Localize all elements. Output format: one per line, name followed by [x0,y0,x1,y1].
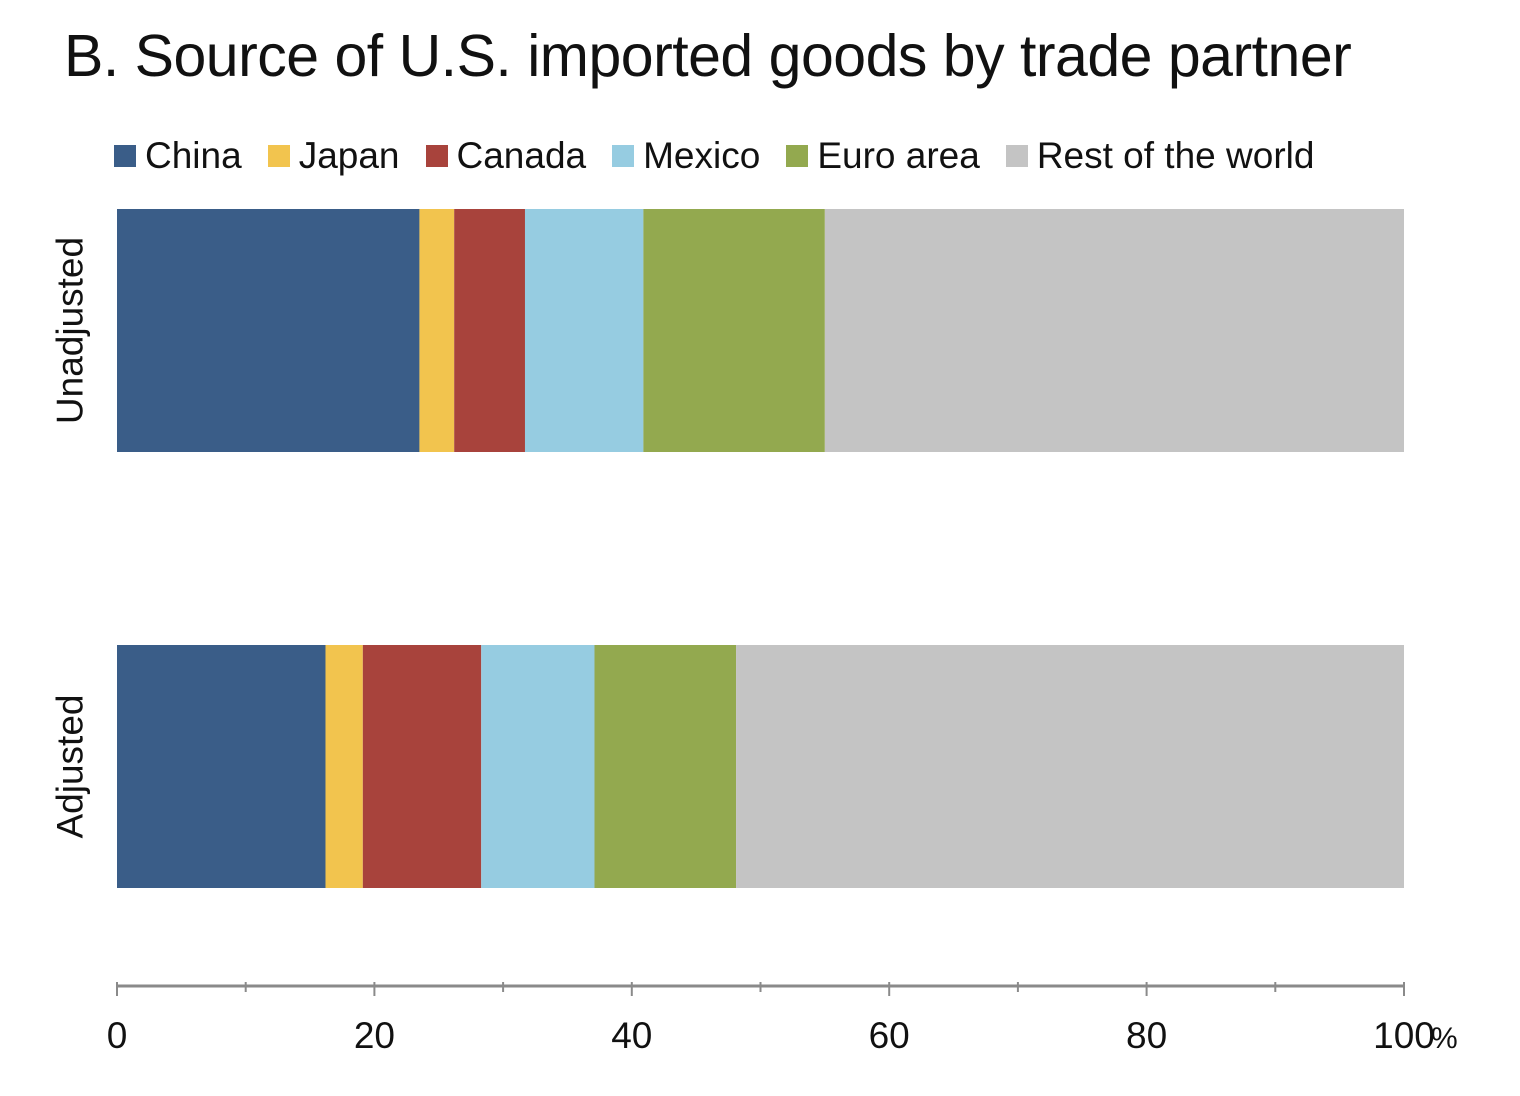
legend-label: Canada [456,135,587,176]
bar-segment [454,209,525,452]
category-label: Unadjusted [50,237,91,424]
legend-swatch [267,145,290,167]
bar-segment [524,209,644,452]
legend-item: Canada [425,135,587,177]
x-tick-label: 80 [1126,1015,1167,1056]
legend-swatch [612,145,635,167]
x-tick-label: 0 [107,1015,128,1056]
legend-swatch [114,145,136,167]
legend-swatch [786,145,809,167]
legend-item: Japan [267,135,400,177]
bar-segment [419,209,455,452]
legend-label: China [145,135,242,176]
bar-segment [481,645,595,888]
bar-segment [594,645,737,888]
bar-segment [117,209,420,452]
legend-label: Mexico [643,135,761,176]
bar-segment [643,209,825,452]
chart-title: B. Source of U.S. imported goods by trad… [64,23,1352,89]
bar-segment [736,645,1404,888]
bar-segment [325,645,363,888]
legend-item: Mexico [612,135,760,177]
bar-segment [362,645,482,888]
x-tick-label: 100 [1373,1015,1435,1056]
legend-item: China [114,135,242,177]
x-tick-label: 40 [611,1015,652,1056]
legend-item: Rest of the world [1005,135,1315,177]
legend-swatch [1005,145,1028,167]
legend-label: Euro area [817,135,980,176]
legend-label: Rest of the world [1036,135,1315,176]
chart-legend: China Japan Canada Mexico Euro area Rest of t… [114,134,1314,178]
x-axis-unit: % [1431,1022,1458,1055]
x-tick-label: 60 [869,1015,910,1056]
x-tick-label: 20 [354,1015,395,1056]
bar-segment [117,645,326,888]
legend-label: Japan [298,135,400,176]
category-label: Adjusted [50,695,91,839]
bar-segment [824,209,1404,452]
legend-item: Euro area [786,135,980,177]
legend-swatch [425,145,448,167]
